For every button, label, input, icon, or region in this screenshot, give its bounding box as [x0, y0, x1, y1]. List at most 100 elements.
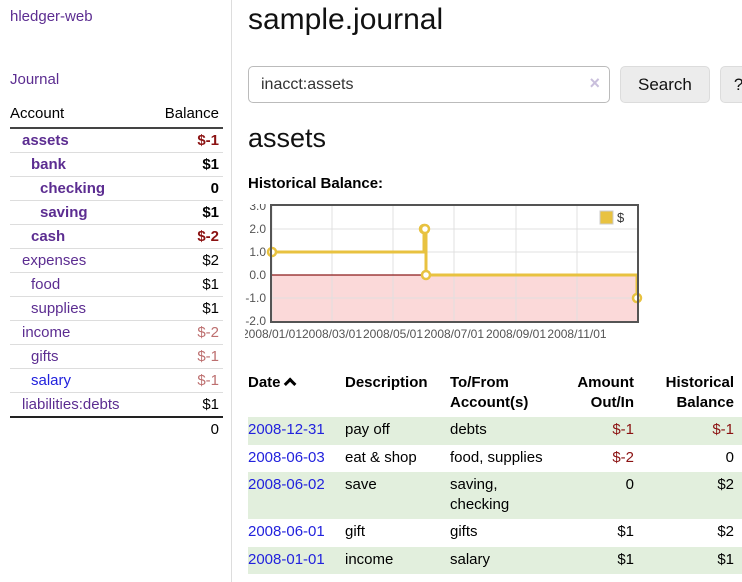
- search-input[interactable]: [248, 66, 610, 103]
- account-link[interactable]: supplies: [31, 300, 87, 317]
- transaction-description: gift: [345, 523, 366, 541]
- svg-text:2008/07/01: 2008/07/01: [424, 327, 484, 341]
- transaction-accounts: gifts: [450, 523, 478, 541]
- transaction-balance: $2: [717, 523, 734, 541]
- account-balance: $1: [202, 204, 219, 221]
- help-button[interactable]: ?: [719, 66, 742, 103]
- search-wrap: ×: [248, 66, 610, 103]
- transaction-amount: $-2: [612, 448, 634, 466]
- accounts-total: 0: [10, 416, 223, 441]
- search-button[interactable]: Search: [620, 66, 710, 103]
- account-link[interactable]: income: [22, 324, 71, 341]
- transaction-accounts: food, supplies: [450, 448, 543, 466]
- account-row: expenses $2: [10, 248, 223, 272]
- svg-text:2008/05/01: 2008/05/01: [363, 327, 423, 341]
- account-link[interactable]: checking: [40, 180, 106, 197]
- account-heading: assets: [248, 123, 327, 153]
- svg-text:2008/11/01: 2008/11/01: [547, 327, 606, 341]
- account-balance: $-1: [197, 348, 219, 365]
- svg-text:2008/03/01: 2008/03/01: [302, 327, 362, 341]
- register-header-row: Date Description To/From Account(s) Amou…: [248, 371, 742, 417]
- account-link[interactable]: food: [31, 276, 61, 293]
- account-balance: $2: [202, 252, 219, 269]
- transaction-description: eat & shop: [345, 448, 417, 466]
- transaction-description: save: [345, 475, 377, 493]
- table-row[interactable]: 2008-12-31 pay off debts $-1 $-1: [248, 417, 742, 445]
- app-title[interactable]: hledger-web: [10, 8, 93, 25]
- account-link[interactable]: cash: [31, 228, 66, 245]
- transaction-balance: 0: [725, 448, 734, 466]
- sort-asc-icon: [283, 377, 296, 391]
- svg-text:1.0: 1.0: [249, 245, 266, 259]
- account-link[interactable]: expenses: [22, 252, 87, 269]
- table-row[interactable]: 2008-01-01 income salary $1 $1: [248, 546, 742, 574]
- transaction-accounts: saving, checking: [450, 475, 510, 514]
- transaction-date-link[interactable]: 2008-01-01: [248, 550, 325, 568]
- table-row[interactable]: 2008-06-01 gift gifts $1 $2: [248, 519, 742, 546]
- accounts-header-account: Account: [10, 105, 65, 122]
- transaction-date-link[interactable]: 2008-06-03: [248, 448, 325, 466]
- transaction-date-link[interactable]: 2008-12-31: [248, 421, 325, 439]
- account-balance: $-2: [197, 228, 219, 245]
- account-balance: $1: [202, 300, 219, 317]
- transaction-balance: $1: [717, 550, 734, 568]
- account-balance: $-1: [197, 372, 219, 389]
- page-title: sample.journal: [248, 3, 444, 36]
- column-header-amount: Amount Out/In: [577, 374, 634, 411]
- transaction-balance: $2: [717, 475, 734, 493]
- account-link[interactable]: salary: [31, 372, 72, 389]
- account-link[interactable]: saving: [40, 204, 88, 221]
- svg-text:2.0: 2.0: [249, 222, 266, 236]
- account-row: income $-2: [10, 320, 223, 344]
- transaction-description: income: [345, 550, 394, 568]
- transaction-description: pay off: [345, 421, 390, 439]
- table-row[interactable]: 2008-06-03 eat & shop food, supplies $-2 0: [248, 445, 742, 472]
- column-header-description: Description: [345, 374, 428, 392]
- historical-balance-chart: $3.0 2.0 1.0 0.0 -1.0 -2.0 2008/01/01 2008/03/0…: [242, 199, 742, 357]
- transaction-amount: $-1: [612, 421, 634, 439]
- transaction-amount: $1: [617, 550, 634, 568]
- transaction-date-link[interactable]: 2008-06-01: [248, 523, 325, 541]
- svg-text:-1.0: -1.0: [245, 291, 266, 305]
- transaction-amount: $1: [617, 523, 634, 541]
- account-row: liabilities:debts $1: [10, 392, 223, 416]
- clear-search-icon[interactable]: ×: [589, 73, 600, 93]
- accounts-list: assets $-1 bank $1 checking 0 saving $1 cash $-2 e…: [10, 129, 223, 416]
- account-link[interactable]: gifts: [31, 348, 59, 365]
- account-row: cash $-2: [10, 224, 223, 248]
- transaction-balance: $-1: [712, 421, 734, 439]
- svg-text:$: $: [617, 210, 625, 225]
- account-balance: $1: [202, 276, 219, 293]
- main-content: sample.journal × Search ? assets Histori…: [232, 0, 742, 582]
- chart-label: Historical Balance:: [248, 175, 384, 193]
- account-row: checking 0: [10, 176, 223, 200]
- column-header-balance: Historical Balance: [665, 374, 734, 411]
- transaction-accounts: debts: [450, 421, 487, 439]
- svg-text:3.0: 3.0: [249, 204, 266, 213]
- account-balance: $-1: [197, 132, 219, 149]
- account-row: salary $-1: [10, 368, 223, 392]
- account-row: saving $1: [10, 200, 223, 224]
- account-row: assets $-1: [10, 129, 223, 152]
- svg-text:2008/01/01: 2008/01/01: [245, 327, 302, 341]
- search-row: × Search ?: [248, 66, 742, 103]
- account-row: food $1: [10, 272, 223, 296]
- account-link[interactable]: bank: [31, 156, 67, 173]
- account-balance: $1: [202, 156, 219, 173]
- transaction-accounts: salary: [450, 550, 491, 568]
- account-link[interactable]: assets: [22, 132, 69, 149]
- table-row[interactable]: 2008-06-02 save saving, checking 0 $2: [248, 471, 742, 520]
- sidebar: hledger-web Journal Account Balance asse…: [0, 0, 232, 582]
- svg-text:2008/09/01: 2008/09/01: [486, 327, 546, 341]
- transaction-amount: 0: [625, 475, 634, 493]
- account-link[interactable]: liabilities:debts: [22, 396, 120, 413]
- account-balance: $-2: [197, 324, 219, 341]
- sidebar-item-journal[interactable]: Journal: [10, 71, 60, 88]
- svg-text:0.0: 0.0: [249, 268, 266, 282]
- accounts-table-header: Account Balance: [10, 101, 223, 129]
- account-row: supplies $1: [10, 296, 223, 320]
- column-header-date[interactable]: Date: [248, 371, 345, 417]
- transaction-date-link[interactable]: 2008-06-02: [248, 475, 325, 493]
- account-row: bank $1: [10, 152, 223, 176]
